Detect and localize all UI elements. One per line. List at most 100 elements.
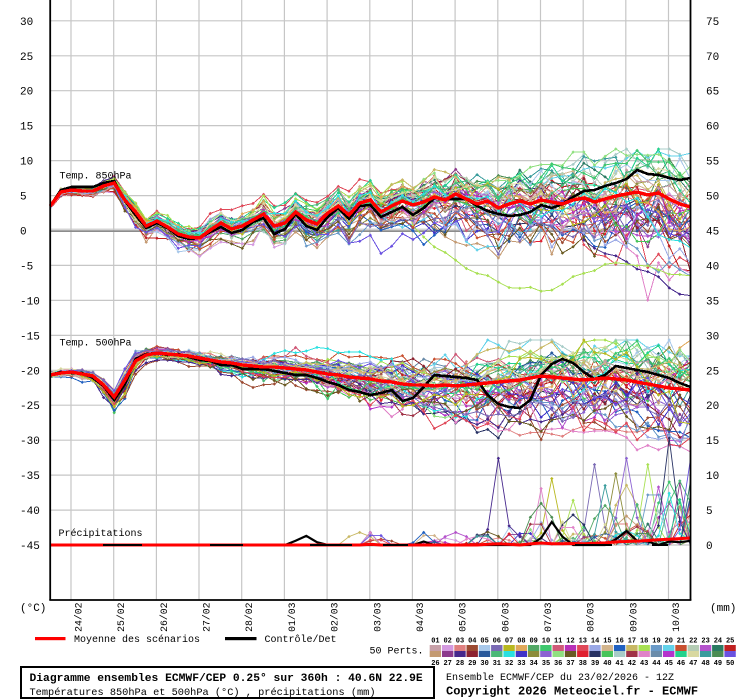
- svg-text:-40: -40: [20, 506, 40, 518]
- svg-text:60: 60: [706, 122, 719, 134]
- svg-text:0: 0: [20, 227, 27, 239]
- svg-text:15: 15: [603, 637, 611, 645]
- svg-text:25: 25: [20, 52, 33, 64]
- svg-text:(mm): (mm): [710, 603, 736, 615]
- svg-text:40: 40: [603, 660, 611, 668]
- svg-text:06/03: 06/03: [500, 602, 511, 632]
- svg-text:02: 02: [443, 637, 451, 645]
- svg-text:23: 23: [701, 637, 709, 645]
- svg-text:25/02: 25/02: [116, 602, 127, 632]
- svg-text:35: 35: [706, 296, 719, 308]
- svg-text:Temp. 500hPa: Temp. 500hPa: [60, 338, 132, 350]
- svg-text:45: 45: [665, 660, 673, 668]
- svg-text:43: 43: [640, 660, 648, 668]
- svg-text:(°C): (°C): [20, 603, 46, 615]
- svg-text:28: 28: [456, 660, 464, 668]
- svg-text:17: 17: [628, 637, 636, 645]
- svg-text:10: 10: [706, 471, 719, 483]
- svg-text:01/03: 01/03: [287, 602, 298, 632]
- svg-text:02/03: 02/03: [330, 602, 341, 632]
- svg-text:18: 18: [640, 637, 648, 645]
- svg-text:33: 33: [517, 660, 525, 668]
- svg-text:Températures 850hPa et 500hPa: Températures 850hPa et 500hPa (°C) , pré…: [30, 687, 376, 699]
- svg-text:04/03: 04/03: [415, 602, 426, 632]
- svg-text:03: 03: [456, 637, 464, 645]
- svg-text:Temp. 850hPa: Temp. 850hPa: [60, 171, 132, 183]
- svg-text:-20: -20: [20, 366, 40, 378]
- svg-text:09/03: 09/03: [628, 602, 639, 632]
- svg-text:-45: -45: [20, 541, 40, 553]
- svg-text:20: 20: [20, 87, 33, 99]
- svg-text:49: 49: [714, 660, 722, 668]
- svg-text:32: 32: [505, 660, 513, 668]
- svg-text:10: 10: [20, 157, 33, 169]
- svg-text:07: 07: [505, 637, 513, 645]
- svg-text:65: 65: [706, 87, 719, 99]
- svg-text:01: 01: [431, 637, 439, 645]
- svg-text:50 Perts.: 50 Perts.: [370, 647, 424, 658]
- svg-text:22: 22: [689, 637, 697, 645]
- svg-text:26/02: 26/02: [159, 602, 170, 632]
- svg-text:47: 47: [689, 660, 697, 668]
- svg-text:12: 12: [566, 637, 574, 645]
- svg-text:09: 09: [529, 637, 537, 645]
- svg-text:Précipitations: Précipitations: [59, 528, 143, 540]
- svg-text:0: 0: [706, 541, 713, 553]
- svg-text:75: 75: [706, 17, 719, 29]
- svg-text:5: 5: [706, 506, 713, 518]
- svg-text:06: 06: [493, 637, 501, 645]
- svg-text:35: 35: [542, 660, 550, 668]
- svg-text:46: 46: [677, 660, 685, 668]
- svg-text:25: 25: [706, 366, 719, 378]
- svg-text:50: 50: [706, 192, 719, 204]
- svg-text:24: 24: [714, 637, 722, 645]
- svg-text:Ensemble ECMWF/CEP du 23/02/20: Ensemble ECMWF/CEP du 23/02/2026 - 12Z: [446, 672, 674, 684]
- svg-text:39: 39: [591, 660, 599, 668]
- svg-text:27: 27: [443, 660, 451, 668]
- svg-text:14: 14: [591, 637, 599, 645]
- svg-text:27/02: 27/02: [202, 602, 213, 632]
- svg-text:34: 34: [529, 660, 537, 668]
- svg-text:45: 45: [706, 227, 719, 239]
- svg-text:08: 08: [517, 637, 525, 645]
- svg-text:48: 48: [701, 660, 709, 668]
- svg-text:28/02: 28/02: [244, 602, 255, 632]
- svg-text:13: 13: [579, 637, 587, 645]
- svg-text:50: 50: [726, 660, 734, 668]
- svg-text:5: 5: [20, 192, 27, 204]
- svg-text:Copyright 2026 Meteociel.fr -: Copyright 2026 Meteociel.fr - ECMWF: [446, 685, 698, 699]
- svg-text:11: 11: [554, 637, 562, 645]
- svg-text:03/03: 03/03: [372, 602, 383, 632]
- svg-text:-35: -35: [20, 471, 40, 483]
- svg-text:Moyenne des scénarios: Moyenne des scénarios: [74, 634, 200, 646]
- svg-text:Contrôle/Det: Contrôle/Det: [265, 634, 337, 646]
- svg-text:26: 26: [431, 660, 439, 668]
- svg-text:38: 38: [579, 660, 587, 668]
- svg-text:30: 30: [20, 17, 33, 29]
- svg-text:42: 42: [628, 660, 636, 668]
- svg-text:30: 30: [480, 660, 488, 668]
- svg-text:55: 55: [706, 157, 719, 169]
- svg-text:-30: -30: [20, 436, 40, 448]
- svg-text:29: 29: [468, 660, 476, 668]
- svg-text:30: 30: [706, 331, 719, 343]
- svg-text:05/03: 05/03: [458, 602, 469, 632]
- svg-text:15: 15: [20, 122, 33, 134]
- svg-text:15: 15: [706, 436, 719, 448]
- svg-text:20: 20: [706, 401, 719, 413]
- svg-text:44: 44: [652, 660, 660, 668]
- svg-text:-10: -10: [20, 296, 40, 308]
- svg-text:19: 19: [652, 637, 660, 645]
- svg-text:10/03: 10/03: [671, 602, 682, 632]
- svg-text:31: 31: [493, 660, 501, 668]
- svg-text:36: 36: [554, 660, 562, 668]
- svg-text:70: 70: [706, 52, 719, 64]
- svg-text:40: 40: [706, 261, 719, 273]
- svg-text:07/03: 07/03: [543, 602, 554, 632]
- svg-text:21: 21: [677, 637, 685, 645]
- svg-text:10: 10: [542, 637, 550, 645]
- svg-text:-5: -5: [20, 261, 33, 273]
- svg-text:05: 05: [480, 637, 488, 645]
- svg-text:04: 04: [468, 637, 476, 645]
- svg-text:16: 16: [615, 637, 623, 645]
